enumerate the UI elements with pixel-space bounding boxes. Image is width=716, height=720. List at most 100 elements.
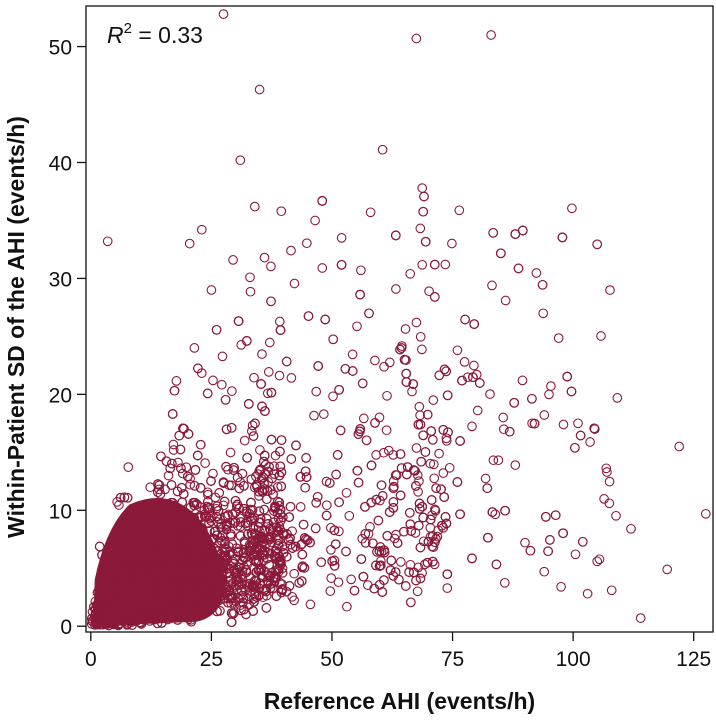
data-point: [527, 393, 537, 404]
data-point: [264, 559, 274, 570]
data-point: [498, 424, 509, 435]
data-point: [171, 376, 182, 386]
data-point: [414, 476, 424, 487]
data-point: [226, 598, 236, 608]
data-point: [592, 239, 603, 250]
data-point: [291, 440, 301, 451]
data-point: [599, 494, 609, 504]
data-point: [167, 458, 177, 469]
data-point: [175, 605, 186, 616]
data-point: [429, 473, 440, 484]
data-point: [173, 457, 183, 468]
data-point: [163, 583, 174, 594]
data-point: [200, 458, 210, 468]
data-point: [202, 551, 213, 562]
data-point: [543, 546, 553, 557]
data-point: [168, 549, 179, 560]
data-point: [287, 526, 297, 537]
data-point: [104, 544, 115, 555]
data-point: [330, 539, 341, 550]
data-point: [413, 419, 424, 430]
data-point: [413, 486, 423, 497]
data-point: [192, 542, 203, 552]
data-point: [469, 360, 479, 371]
data-point: [358, 571, 369, 582]
data-point: [227, 386, 237, 396]
data-point: [356, 554, 367, 564]
data-point: [251, 591, 262, 602]
data-point: [374, 412, 385, 423]
data-point: [525, 545, 536, 556]
data-point: [118, 558, 128, 569]
data-point: [418, 512, 429, 523]
data-point: [208, 375, 218, 386]
data-point: [454, 205, 465, 216]
data-point: [281, 586, 292, 597]
data-point: [415, 573, 426, 584]
data-point: [487, 280, 497, 291]
data-point: [144, 502, 154, 512]
data-point: [197, 543, 208, 554]
data-point: [300, 482, 311, 493]
data-point: [114, 500, 124, 510]
data-point: [379, 361, 389, 372]
data-point: [432, 531, 443, 542]
data-point: [334, 526, 344, 537]
data-point: [147, 507, 157, 517]
data-point: [246, 497, 256, 508]
data-point: [294, 578, 305, 588]
data-point: [202, 487, 213, 498]
data-point: [192, 450, 203, 461]
data-point: [298, 519, 309, 530]
data-point: [145, 535, 156, 545]
data-point: [366, 497, 377, 508]
data-point: [185, 473, 195, 484]
data-point: [174, 517, 184, 528]
data-point: [195, 439, 206, 450]
data-point: [342, 601, 352, 612]
data-point: [260, 406, 270, 416]
data-point: [255, 445, 265, 455]
data-point: [301, 238, 312, 249]
data-point: [379, 545, 389, 556]
data-point: [605, 285, 615, 295]
data-point: [385, 565, 396, 576]
data-point: [173, 599, 184, 610]
data-point: [567, 203, 577, 214]
data-point: [395, 449, 406, 459]
data-point: [391, 284, 401, 294]
data-point: [336, 259, 347, 270]
data-point: [399, 526, 409, 537]
data-point: [347, 349, 358, 360]
data-point: [417, 344, 427, 355]
data-point: [174, 528, 185, 538]
data-point: [225, 447, 236, 458]
data-point: [254, 506, 265, 517]
data-point: [401, 368, 412, 379]
data-point: [131, 515, 142, 525]
data-point: [152, 539, 163, 550]
data-point: [223, 509, 234, 520]
data-point: [232, 472, 243, 483]
data-point: [490, 509, 501, 520]
data-point: [113, 525, 123, 536]
data-point: [286, 454, 297, 464]
data-point: [97, 550, 107, 560]
data-point: [474, 378, 485, 388]
data-point: [297, 562, 308, 573]
data-point: [438, 468, 449, 478]
data-point: [264, 337, 275, 348]
data-point: [504, 426, 515, 437]
data-point: [238, 597, 248, 608]
data-point: [353, 477, 364, 488]
data-point: [371, 450, 381, 460]
data-point: [377, 587, 388, 597]
data-point: [248, 431, 259, 441]
data-point: [206, 535, 217, 546]
data-point: [424, 286, 434, 297]
data-point: [334, 497, 344, 508]
data-point: [381, 425, 392, 436]
data-point: [176, 463, 186, 474]
data-point: [216, 587, 227, 597]
